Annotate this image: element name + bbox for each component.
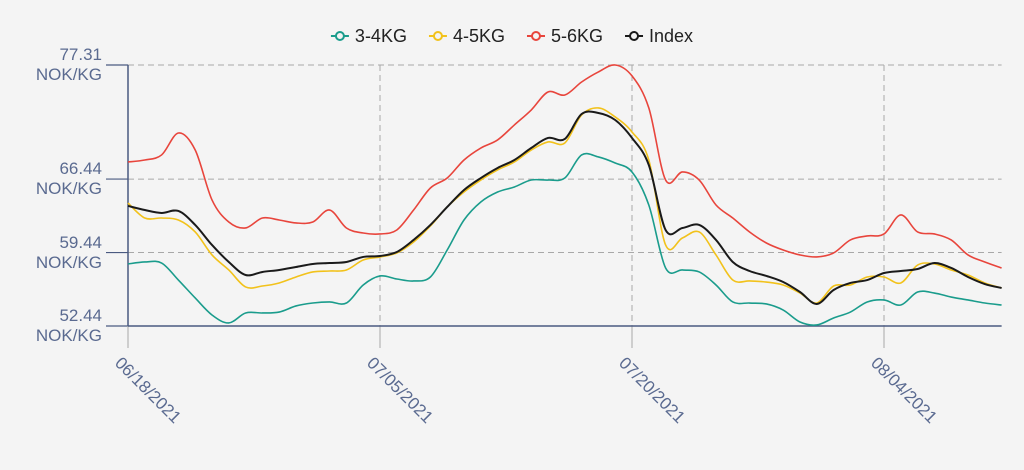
legend-label: 4-5KG [453, 26, 505, 46]
legend-label: 3-4KG [355, 26, 407, 46]
legend-marker [432, 31, 443, 41]
legend-item: 4-5KG [428, 26, 505, 46]
series-line [127, 110, 1002, 305]
y-tick-label: 77.31 NOK/KG [35, 45, 102, 84]
y-tick-label: 59.44 NOK/KG [35, 232, 102, 272]
legend-marker [629, 31, 640, 41]
legend: 3-4KG 4-5KG 5-6KG Index [330, 26, 693, 46]
x-tick-label: 08/04/2021 [867, 353, 941, 427]
legend-item: 3-4KG [330, 26, 407, 46]
legend-label: 5-6KG [551, 26, 603, 46]
y-tick-label: 52.44 NOK/KG [35, 306, 102, 345]
legend-marker [334, 31, 345, 41]
series-line [127, 152, 1002, 326]
series-line [127, 64, 1002, 269]
legend-label: Index [649, 26, 693, 46]
x-tick-label: 07/05/2021 [363, 353, 437, 427]
series-line [127, 107, 1002, 304]
legend-marker [530, 31, 541, 41]
legend-item: 5-6KG [526, 26, 603, 46]
x-tick-label: 07/20/2021 [615, 353, 689, 427]
y-tick-label: 66.44 NOK/KG [35, 159, 102, 199]
legend-item: Index [625, 26, 693, 46]
x-tick-label: 06/18/2021 [111, 353, 185, 427]
